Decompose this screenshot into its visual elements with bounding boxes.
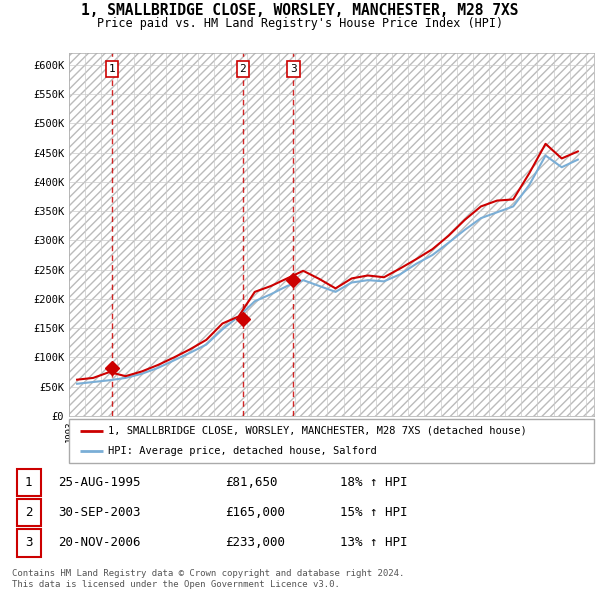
Text: 1: 1 [109, 64, 115, 74]
Text: 2: 2 [25, 506, 32, 519]
Text: 20-NOV-2006: 20-NOV-2006 [58, 536, 140, 549]
Text: 30-SEP-2003: 30-SEP-2003 [58, 506, 140, 519]
Text: 1, SMALLBRIDGE CLOSE, WORSLEY, MANCHESTER, M28 7XS: 1, SMALLBRIDGE CLOSE, WORSLEY, MANCHESTE… [81, 3, 519, 18]
Text: Contains HM Land Registry data © Crown copyright and database right 2024.
This d: Contains HM Land Registry data © Crown c… [12, 569, 404, 589]
Text: Price paid vs. HM Land Registry's House Price Index (HPI): Price paid vs. HM Land Registry's House … [97, 17, 503, 30]
Text: 25-AUG-1995: 25-AUG-1995 [58, 476, 140, 489]
FancyBboxPatch shape [17, 529, 41, 556]
Text: 13% ↑ HPI: 13% ↑ HPI [340, 536, 408, 549]
Text: 3: 3 [25, 536, 32, 549]
Text: £165,000: £165,000 [225, 506, 285, 519]
FancyBboxPatch shape [17, 499, 41, 526]
Text: 1, SMALLBRIDGE CLOSE, WORSLEY, MANCHESTER, M28 7XS (detached house): 1, SMALLBRIDGE CLOSE, WORSLEY, MANCHESTE… [109, 426, 527, 436]
Text: 3: 3 [290, 64, 297, 74]
Text: £233,000: £233,000 [225, 536, 285, 549]
FancyBboxPatch shape [17, 469, 41, 496]
Text: 18% ↑ HPI: 18% ↑ HPI [340, 476, 408, 489]
Text: 2: 2 [239, 64, 246, 74]
Text: 15% ↑ HPI: 15% ↑ HPI [340, 506, 408, 519]
Text: £81,650: £81,650 [225, 476, 278, 489]
Text: 1: 1 [25, 476, 32, 489]
Text: HPI: Average price, detached house, Salford: HPI: Average price, detached house, Salf… [109, 446, 377, 456]
